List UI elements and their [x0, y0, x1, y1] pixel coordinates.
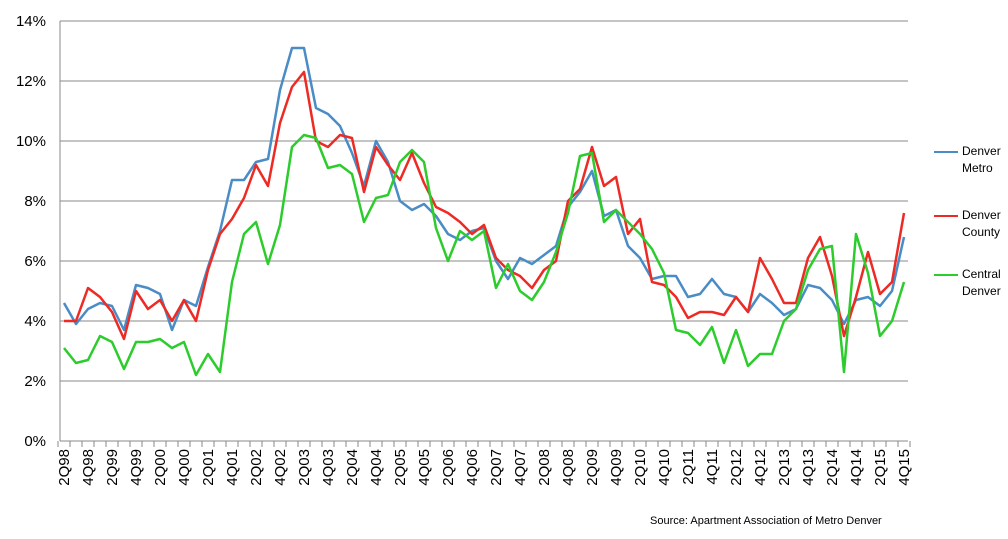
x-tick-label: 4Q12 — [752, 449, 769, 486]
x-tick-label: 2Q15 — [872, 449, 889, 486]
x-tick-label: 2Q06 — [440, 449, 457, 486]
x-tick-label: 4Q03 — [320, 449, 337, 486]
x-tick-label: 2Q02 — [248, 449, 265, 486]
x-tick-label: 2Q00 — [152, 449, 169, 486]
legend-swatch — [934, 151, 958, 153]
x-tick-label: 2Q13 — [776, 449, 793, 486]
x-tick-label: 4Q14 — [848, 449, 865, 486]
y-tick-label: 12% — [16, 73, 46, 90]
x-tick-label: 2Q01 — [200, 449, 217, 486]
x-tick-label: 2Q14 — [824, 449, 841, 486]
x-tick-label: 2Q03 — [296, 449, 313, 486]
x-tick-label: 4Q13 — [800, 449, 817, 486]
x-tick-label: 2Q08 — [536, 449, 553, 486]
x-tick-label: 4Q05 — [416, 449, 433, 486]
y-tick-label: 8% — [24, 193, 46, 210]
legend-label: Central Denver — [962, 267, 1001, 298]
x-tick-label: 4Q02 — [272, 449, 289, 486]
y-tick-label: 10% — [16, 133, 46, 150]
x-tick-label: 2Q09 — [584, 449, 601, 486]
series-line — [62, 46, 906, 332]
series-line — [64, 70, 906, 341]
legend-swatch — [934, 215, 958, 217]
x-tick-label: 2Q05 — [392, 449, 409, 486]
x-tick-label: 4Q04 — [368, 449, 385, 486]
x-tick-label: 4Q06 — [464, 449, 481, 486]
x-tick-label: 4Q01 — [224, 449, 241, 486]
x-tick-label: 4Q00 — [176, 449, 193, 486]
x-tick-label: 4Q09 — [608, 449, 625, 486]
x-tick-label: 2Q12 — [728, 449, 745, 486]
x-tick-label: 2Q07 — [488, 449, 505, 486]
legend-label: Denver County — [962, 208, 1001, 239]
x-tick-label: 4Q10 — [656, 449, 673, 486]
source-note: Source: Apartment Association of Metro D… — [650, 515, 882, 527]
legend-label: Denver Metro — [962, 144, 1001, 175]
series-line — [63, 133, 906, 377]
y-tick-label: 6% — [24, 253, 46, 270]
x-tick-label: 4Q07 — [512, 449, 529, 486]
x-tick-label: 4Q99 — [128, 449, 145, 486]
y-tick-label: 14% — [16, 13, 46, 30]
x-tick-label: 4Q11 — [704, 449, 721, 485]
x-tick-label: 2Q04 — [344, 449, 361, 486]
x-tick-label: 2Q11 — [680, 449, 697, 485]
legend-swatch — [934, 274, 958, 276]
x-tick-label: 2Q10 — [632, 449, 649, 486]
y-tick-label: 0% — [24, 433, 46, 450]
y-tick-label: 2% — [24, 373, 46, 390]
y-tick-label: 4% — [24, 313, 46, 330]
x-tick-label: 4Q98 — [80, 449, 97, 486]
x-tick-label: 4Q08 — [560, 449, 577, 486]
x-tick-label: 2Q98 — [56, 449, 73, 486]
x-tick-label: 2Q99 — [104, 449, 121, 486]
x-tick-label: 4Q15 — [896, 449, 913, 486]
